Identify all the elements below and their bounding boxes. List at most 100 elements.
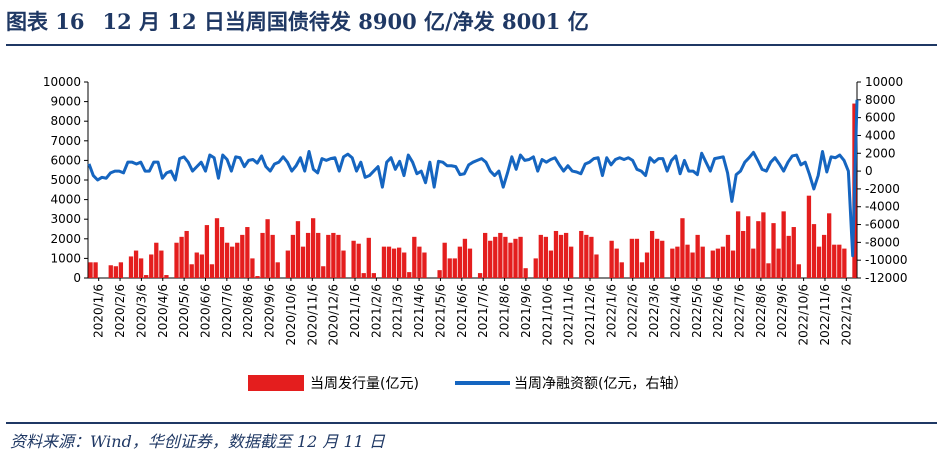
x-tick-label: 2020/2/6 — [113, 284, 127, 338]
title-rule — [6, 44, 937, 46]
x-tick-label: 2022/8/6 — [754, 284, 768, 338]
x-tick-label: 2022/6/6 — [711, 284, 725, 338]
y-left-tick-label: 4000 — [50, 193, 81, 207]
bar — [133, 250, 139, 278]
bar — [503, 236, 508, 278]
bar — [93, 262, 98, 278]
x-tick-label: 2020/1/6 — [92, 284, 106, 338]
bar — [113, 266, 118, 278]
y-right-tick-label: 10000 — [865, 75, 903, 89]
bar — [619, 262, 624, 278]
bar — [488, 240, 493, 278]
bar — [118, 262, 124, 278]
bar — [761, 212, 766, 278]
bar — [189, 264, 194, 278]
bar — [321, 266, 326, 278]
x-tick-label: 2021/7/6 — [476, 284, 490, 338]
bar — [326, 234, 331, 278]
bar — [295, 221, 301, 278]
bar — [538, 234, 543, 278]
bar — [149, 254, 154, 278]
x-tick-label: 2020/11/6 — [305, 284, 319, 346]
y-right-tick-label: 0 — [865, 164, 873, 178]
bar — [771, 223, 776, 278]
x-tick-label: 2020/8/6 — [241, 284, 255, 338]
net-financing-line — [87, 99, 859, 258]
x-tick-label: 2022/2/6 — [626, 284, 640, 338]
x-tick-label: 2022/4/6 — [668, 284, 682, 338]
bar — [670, 248, 675, 278]
bar — [735, 211, 741, 278]
chart-title: 图表 16 12 月 12 日当周国债待发 8900 亿/净发 8001 亿 — [6, 6, 589, 36]
bar — [300, 246, 306, 278]
bar — [88, 262, 93, 278]
x-tick-label: 2021/8/6 — [498, 284, 512, 338]
bar — [821, 234, 827, 278]
x-tick-label: 2020/10/6 — [284, 284, 298, 346]
bar — [255, 276, 260, 278]
source-note: 资料来源：Wind，华创证券，数据截至 12 月 11 日 — [10, 432, 385, 451]
bar — [837, 244, 842, 278]
bar — [518, 236, 523, 278]
bar — [842, 248, 847, 278]
bar — [265, 219, 270, 278]
bar — [563, 232, 569, 278]
tick-labels: 0 1000 2000 3000 4000 5000 6000 7000 8000 9000 100… — [43, 75, 908, 346]
bar — [832, 244, 837, 278]
bar — [442, 242, 447, 278]
bar — [649, 230, 655, 278]
x-tick-label: 2020/9/6 — [263, 284, 277, 338]
bar — [316, 232, 321, 278]
legend-bar-swatch — [248, 375, 304, 391]
x-tick-label: 2022/7/6 — [733, 284, 747, 338]
bar — [786, 235, 791, 278]
bar — [741, 230, 746, 278]
y-right-tick-label: 6000 — [865, 111, 896, 125]
bar — [811, 224, 817, 278]
bar — [660, 240, 665, 278]
bar — [164, 275, 169, 278]
bar — [639, 262, 645, 278]
source-rule — [6, 422, 937, 424]
bar — [720, 246, 726, 278]
legend-bar-label: 当周发行量(亿元) — [310, 376, 419, 392]
bar — [548, 250, 554, 278]
bar — [219, 227, 225, 278]
x-tick-label: 2022/10/6 — [797, 284, 811, 346]
bar — [685, 244, 690, 278]
x-tick-label: 2020/7/6 — [220, 284, 234, 338]
bar — [482, 232, 488, 278]
bar — [224, 242, 230, 278]
legend-line-label: 当周净融资额(亿元，右轴） — [514, 376, 687, 392]
y-right-tick-label: -10000 — [865, 253, 908, 267]
bar — [796, 264, 801, 278]
x-tick-label: 2022/1/6 — [604, 284, 618, 338]
y-left-tick-label: 5000 — [50, 173, 81, 187]
bar — [396, 247, 402, 278]
bar — [508, 242, 513, 278]
bar — [569, 246, 574, 278]
bar — [710, 250, 715, 278]
bar — [270, 234, 275, 278]
bar — [310, 218, 316, 278]
bar — [751, 248, 756, 278]
bar — [579, 230, 584, 278]
bar — [498, 232, 503, 278]
x-tick-label: 2021/4/6 — [412, 284, 426, 338]
bar — [462, 238, 468, 278]
y-right-tick-label: -2000 — [865, 182, 900, 196]
x-tick-label: 2021/1/6 — [348, 284, 362, 338]
bar — [336, 234, 341, 278]
bar — [285, 250, 290, 278]
bar — [553, 230, 559, 278]
bar — [204, 225, 210, 278]
bar — [675, 246, 680, 278]
bar — [250, 258, 255, 278]
bar — [305, 232, 311, 278]
bar — [477, 273, 483, 278]
bar — [407, 272, 412, 278]
bar — [715, 248, 721, 278]
bar — [781, 211, 786, 278]
bar — [417, 246, 422, 278]
legend: 当周发行量(亿元) 当周净融资额(亿元，右轴） — [248, 375, 687, 392]
